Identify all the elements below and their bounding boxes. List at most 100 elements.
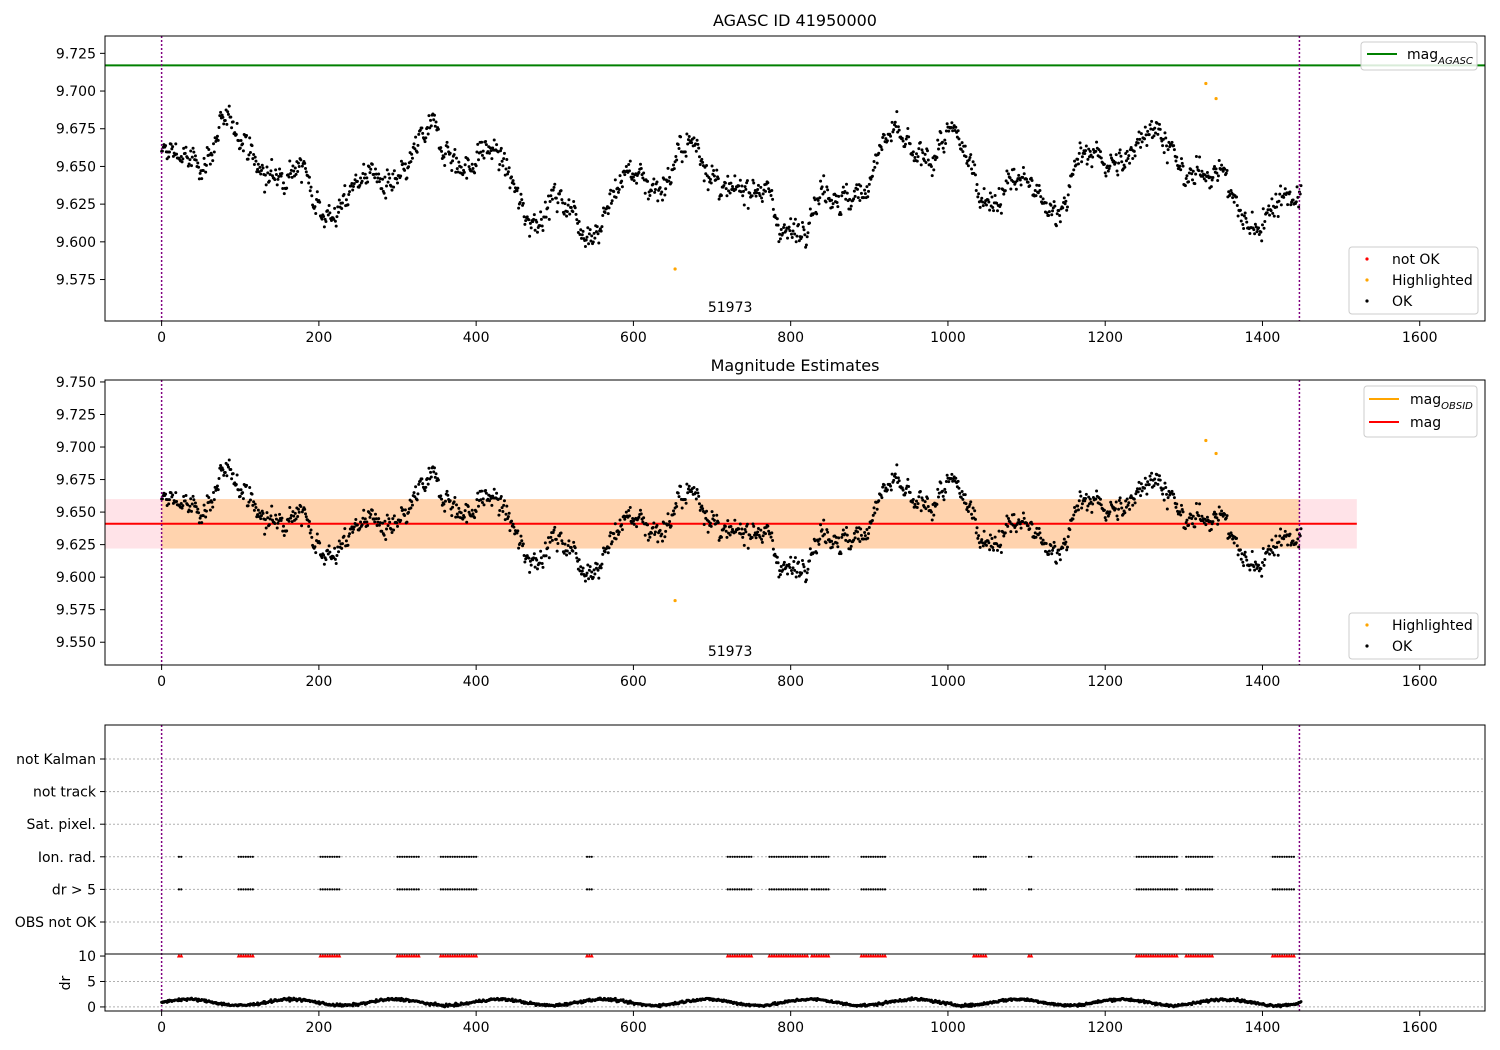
ok-point bbox=[706, 530, 710, 534]
ok-point bbox=[252, 500, 256, 504]
ok-point bbox=[466, 504, 470, 508]
ok-point bbox=[502, 157, 506, 161]
ok-point bbox=[527, 218, 531, 222]
ok-point bbox=[427, 114, 431, 118]
ok-point bbox=[1286, 543, 1290, 547]
ok-point bbox=[973, 517, 977, 521]
ok-point bbox=[307, 524, 311, 528]
ok-point bbox=[340, 201, 344, 205]
ok-point bbox=[954, 476, 958, 480]
ok-point bbox=[971, 506, 975, 510]
ok-point bbox=[695, 138, 699, 142]
ok-point bbox=[779, 564, 783, 568]
ok-point bbox=[459, 165, 463, 169]
ok-point bbox=[724, 187, 728, 191]
ok-point bbox=[1006, 517, 1010, 521]
ok-point bbox=[432, 470, 436, 474]
ok-point bbox=[1267, 204, 1271, 208]
ok-point bbox=[589, 239, 593, 243]
ok-point bbox=[1245, 558, 1249, 562]
ok-point bbox=[1244, 216, 1248, 220]
ok-point bbox=[981, 541, 985, 545]
ok-point bbox=[399, 506, 403, 510]
ok-point bbox=[197, 521, 201, 525]
ok-point bbox=[848, 207, 852, 211]
ok-point bbox=[429, 470, 433, 474]
ok-point bbox=[470, 162, 474, 166]
ok-point bbox=[923, 500, 927, 504]
ok-point bbox=[320, 556, 324, 560]
ok-point bbox=[997, 529, 1001, 533]
ok-point bbox=[1065, 548, 1069, 552]
ok-point bbox=[506, 515, 510, 519]
y-tick-label: 9.700 bbox=[56, 440, 96, 456]
ok-point bbox=[1008, 176, 1012, 180]
flag-point bbox=[321, 855, 324, 858]
x-tick-label: 1200 bbox=[1087, 330, 1123, 346]
ok-point bbox=[1269, 548, 1273, 552]
ok-point bbox=[504, 512, 508, 516]
ok-point bbox=[680, 506, 684, 510]
ok-point bbox=[593, 236, 597, 240]
ok-point bbox=[950, 121, 954, 125]
ok-point bbox=[370, 508, 374, 512]
flag-point bbox=[791, 888, 795, 891]
ok-point bbox=[987, 200, 991, 204]
ok-point bbox=[1277, 540, 1281, 544]
ok-point bbox=[852, 189, 856, 193]
ok-point bbox=[358, 526, 362, 530]
ok-point bbox=[288, 505, 292, 509]
ok-point bbox=[1211, 176, 1215, 180]
flag-row-label: not track bbox=[33, 785, 97, 801]
ok-point bbox=[1259, 567, 1263, 571]
ok-point bbox=[1038, 531, 1042, 535]
ok-point bbox=[256, 513, 260, 517]
ok-point bbox=[1158, 478, 1162, 482]
ok-point bbox=[686, 487, 690, 491]
ok-point bbox=[540, 224, 544, 228]
flag-point bbox=[1203, 855, 1207, 858]
ok-point bbox=[1187, 180, 1191, 184]
ok-point bbox=[1094, 497, 1098, 501]
ok-point bbox=[322, 562, 326, 566]
flag-point bbox=[770, 855, 773, 858]
flag-point bbox=[590, 855, 593, 858]
ok-point bbox=[760, 196, 764, 200]
ok-point bbox=[1216, 178, 1220, 182]
ok-point bbox=[580, 569, 584, 573]
ok-point bbox=[1063, 202, 1067, 206]
ok-point bbox=[941, 146, 945, 150]
ok-point bbox=[803, 569, 807, 573]
ok-point bbox=[307, 181, 311, 185]
ok-point bbox=[535, 220, 539, 224]
ok-point bbox=[797, 239, 801, 243]
ok-point bbox=[579, 228, 583, 232]
ok-point bbox=[918, 141, 922, 145]
ok-point bbox=[1250, 210, 1254, 214]
ok-point bbox=[924, 507, 928, 511]
ok-point bbox=[535, 567, 539, 571]
ok-point bbox=[229, 468, 233, 472]
ok-point bbox=[546, 536, 550, 540]
ok-point bbox=[880, 496, 884, 500]
ok-point bbox=[204, 170, 208, 174]
ok-point bbox=[169, 491, 173, 495]
ok-point bbox=[646, 197, 650, 201]
flag-point bbox=[1208, 888, 1211, 891]
ok-point bbox=[808, 559, 812, 563]
ok-point bbox=[951, 479, 955, 483]
ok-point bbox=[1259, 230, 1263, 234]
ok-point bbox=[377, 180, 381, 184]
ok-point bbox=[852, 538, 856, 542]
ok-point bbox=[365, 520, 369, 524]
ok-point bbox=[375, 523, 379, 527]
ok-point bbox=[1172, 496, 1176, 500]
ok-point bbox=[539, 210, 543, 214]
ok-point bbox=[1049, 203, 1053, 207]
ok-point bbox=[377, 523, 381, 527]
ok-point bbox=[646, 179, 650, 183]
highlighted-point bbox=[1214, 451, 1218, 456]
ok-point bbox=[215, 484, 219, 488]
ok-point bbox=[313, 205, 317, 209]
ok-point bbox=[715, 168, 719, 172]
